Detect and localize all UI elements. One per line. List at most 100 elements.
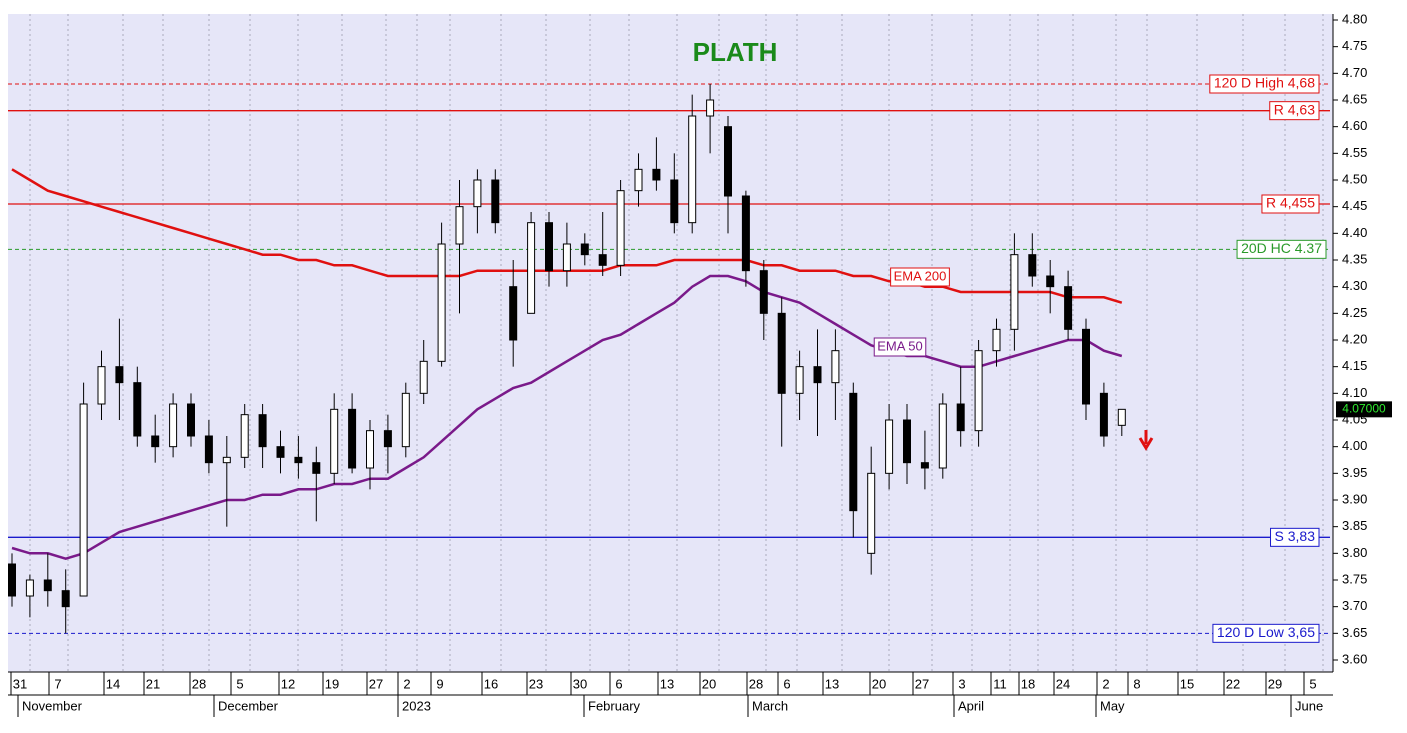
candle-body xyxy=(61,590,70,608)
x-tick-label: 22 xyxy=(1226,676,1240,691)
candle-body xyxy=(97,366,106,405)
month-label: 2023 xyxy=(402,698,431,713)
candle-body xyxy=(867,472,876,554)
candle-body xyxy=(473,179,482,208)
series-label-box xyxy=(890,267,950,287)
candle-body xyxy=(759,270,768,314)
month-label: November xyxy=(22,698,83,713)
candle-body xyxy=(1046,275,1055,288)
candle-body xyxy=(240,414,249,458)
x-tick-label: 24 xyxy=(1056,676,1070,691)
x-tick-label: 28 xyxy=(192,676,206,691)
candle-body xyxy=(43,579,52,592)
level-label: R 4,455 xyxy=(1266,195,1315,211)
candle-body xyxy=(920,462,929,469)
x-tick-label: 29 xyxy=(1268,676,1282,691)
x-tick-label: 5 xyxy=(236,676,243,691)
level-label-box xyxy=(1209,74,1320,94)
candle-body xyxy=(634,168,643,192)
candle-body xyxy=(1099,392,1108,437)
month-label: April xyxy=(958,698,984,713)
x-tick-label: 23 xyxy=(529,676,543,691)
candle-body xyxy=(813,366,822,384)
y-tick-label: 4.40 xyxy=(1342,225,1367,240)
x-tick-label: 27 xyxy=(369,676,383,691)
candle-body xyxy=(455,206,464,245)
month-label: May xyxy=(1100,698,1125,713)
plot-background xyxy=(8,14,1333,672)
x-tick-label: 15 xyxy=(1180,676,1194,691)
level-label: 120 D Low 3,65 xyxy=(1217,624,1315,640)
candle-body xyxy=(1117,408,1126,426)
candle-body xyxy=(831,350,840,384)
candle-body xyxy=(115,366,124,384)
y-tick-label: 4.35 xyxy=(1342,251,1367,266)
candle-body xyxy=(741,195,750,272)
candle-body xyxy=(1064,286,1073,330)
x-tick-label: 19 xyxy=(325,676,339,691)
candle-body xyxy=(706,99,715,117)
candle-body xyxy=(652,168,661,181)
candle-body xyxy=(187,403,195,437)
candle-body xyxy=(383,430,392,448)
candle-body xyxy=(777,312,786,394)
candle-body xyxy=(956,403,965,432)
month-label: March xyxy=(752,698,788,713)
candle-body xyxy=(616,190,625,266)
labels: 120 D High 4,68 R 4,63 R 4,455 20D HC 4.37 S… xyxy=(873,74,1392,643)
x-tick-label: 20 xyxy=(872,676,886,691)
level-label: 120 D High 4,68 xyxy=(1214,75,1315,91)
candle-body xyxy=(258,414,267,448)
candle-body xyxy=(8,563,16,597)
series-label: EMA 200 xyxy=(894,268,947,283)
level-label-box xyxy=(1212,623,1320,643)
x-tick-label: 27 xyxy=(915,676,929,691)
y-tick-label: 4.15 xyxy=(1342,358,1367,373)
level-label-box xyxy=(1261,194,1320,214)
x-tick-label: 13 xyxy=(825,676,839,691)
x-tick-label: 7 xyxy=(54,676,61,691)
candle-body xyxy=(974,350,983,432)
y-tick-label: 3.60 xyxy=(1342,651,1367,666)
x-tick-label: 3 xyxy=(958,676,965,691)
candle-body xyxy=(527,222,536,314)
y-tick-label: 3.90 xyxy=(1342,491,1367,506)
candle-body xyxy=(562,243,571,272)
level-label-box xyxy=(1236,239,1327,259)
level-label-box xyxy=(1269,101,1320,121)
candle-body xyxy=(545,222,553,272)
x-tick-label: 6 xyxy=(783,676,790,691)
series-label-box xyxy=(873,337,927,357)
level-label-box xyxy=(1270,527,1320,547)
y-tick-label: 4.60 xyxy=(1342,118,1367,133)
x-tick-label: 20 xyxy=(702,676,716,691)
y-tick-label: 4.75 xyxy=(1342,38,1367,53)
x-tick-label: 5 xyxy=(1309,676,1316,691)
level-label: S 3,83 xyxy=(1275,528,1316,544)
candle-body xyxy=(276,446,285,458)
candle-body xyxy=(509,286,518,341)
ema-line xyxy=(11,274,1123,561)
candle-body xyxy=(1010,254,1019,330)
candle-body xyxy=(151,435,160,448)
series-label: EMA 50 xyxy=(877,338,923,353)
candle-body xyxy=(204,435,213,464)
level-label: 20D HC 4.37 xyxy=(1241,240,1322,256)
y-tick-label: 4.00 xyxy=(1342,438,1367,453)
candle-body xyxy=(491,179,500,224)
level-label: R 4,63 xyxy=(1274,101,1315,117)
x-tick-label: 21 xyxy=(146,676,160,691)
candle-body xyxy=(885,419,894,474)
x-tick-label: 11 xyxy=(993,676,1007,691)
y-tick-label: 4.20 xyxy=(1342,331,1367,346)
x-tick-label: 12 xyxy=(281,676,295,691)
month-label: February xyxy=(588,698,641,713)
y-tick-label: 3.75 xyxy=(1342,571,1367,586)
x-tick-label: 2 xyxy=(1102,676,1109,691)
candle-body xyxy=(419,360,428,394)
last-price-label: 4.07000 xyxy=(1342,402,1386,416)
candle-body xyxy=(724,126,732,197)
x-tick-label: 14 xyxy=(106,676,120,691)
